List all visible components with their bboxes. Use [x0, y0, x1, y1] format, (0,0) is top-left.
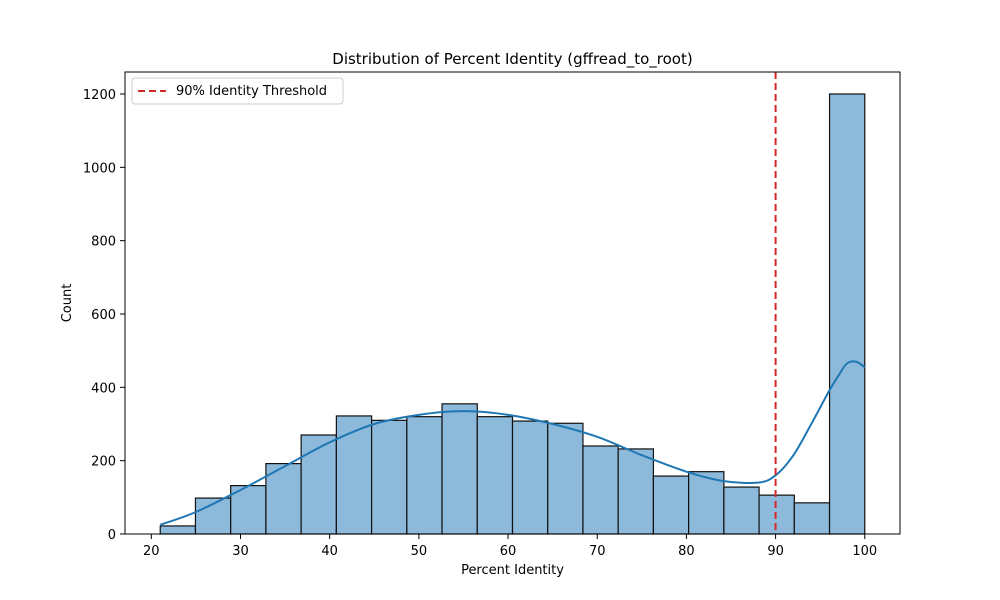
- legend-threshold-label: 90% Identity Threshold: [176, 84, 327, 99]
- x-tick-label: 100: [852, 544, 877, 559]
- x-tick-label: 90: [767, 544, 784, 559]
- histogram-bar-7: [370, 419, 408, 535]
- chart-title: Distribution of Percent Identity (gffrea…: [332, 50, 692, 69]
- legend-box: [131, 77, 344, 105]
- histogram-bar-3: [230, 485, 267, 535]
- y-tick-label: 800: [91, 235, 116, 250]
- x-tick-label: 80: [678, 544, 695, 559]
- x-tick-label: 60: [500, 544, 517, 559]
- plot-frame: [124, 71, 901, 535]
- histogram-bar-17: [723, 486, 760, 535]
- x-tick-label: 70: [589, 544, 606, 559]
- x-axis: 20 30 40 50 60 70 80 90 100: [143, 534, 877, 559]
- y-tick-label: 1000: [83, 161, 116, 176]
- histogram-bar-9: [441, 403, 478, 535]
- plot-area: [124, 71, 901, 535]
- histogram-bar-5: [300, 434, 337, 535]
- y-tick-label: 600: [91, 308, 116, 323]
- y-tick-label: 400: [91, 381, 116, 396]
- histogram-bar-8: [406, 416, 443, 535]
- histogram-bar-18: [758, 494, 795, 535]
- x-tick-label: 20: [143, 544, 160, 559]
- histogram-bar-12: [547, 422, 584, 535]
- y-tick-label: 200: [91, 455, 116, 470]
- y-tick-label: 0: [108, 528, 116, 543]
- x-axis-title: Percent Identity: [461, 563, 564, 578]
- histogram-bar-10: [476, 416, 514, 535]
- histogram-bar-14: [617, 448, 655, 535]
- histogram-bar-6: [335, 415, 373, 535]
- y-tick-label: 1200: [83, 88, 116, 103]
- y-axis-title: Count: [60, 284, 75, 323]
- x-tick-label: 30: [232, 544, 249, 559]
- x-tick-label: 50: [411, 544, 428, 559]
- histogram-bar-13: [582, 445, 619, 535]
- histogram-bars: [159, 93, 866, 535]
- histogram-bar-20: [828, 93, 866, 535]
- kde-curve: [159, 360, 866, 526]
- x-tick-label: 40: [321, 544, 338, 559]
- legend: 90% Identity Threshold: [131, 77, 344, 105]
- histogram-bar-19: [793, 502, 831, 535]
- histogram-bar-1: [159, 525, 197, 535]
- y-axis: 0 200 400 600 800 1000 1200: [83, 88, 125, 543]
- histogram-bar-15: [652, 475, 690, 535]
- histogram-bar-11: [511, 420, 549, 535]
